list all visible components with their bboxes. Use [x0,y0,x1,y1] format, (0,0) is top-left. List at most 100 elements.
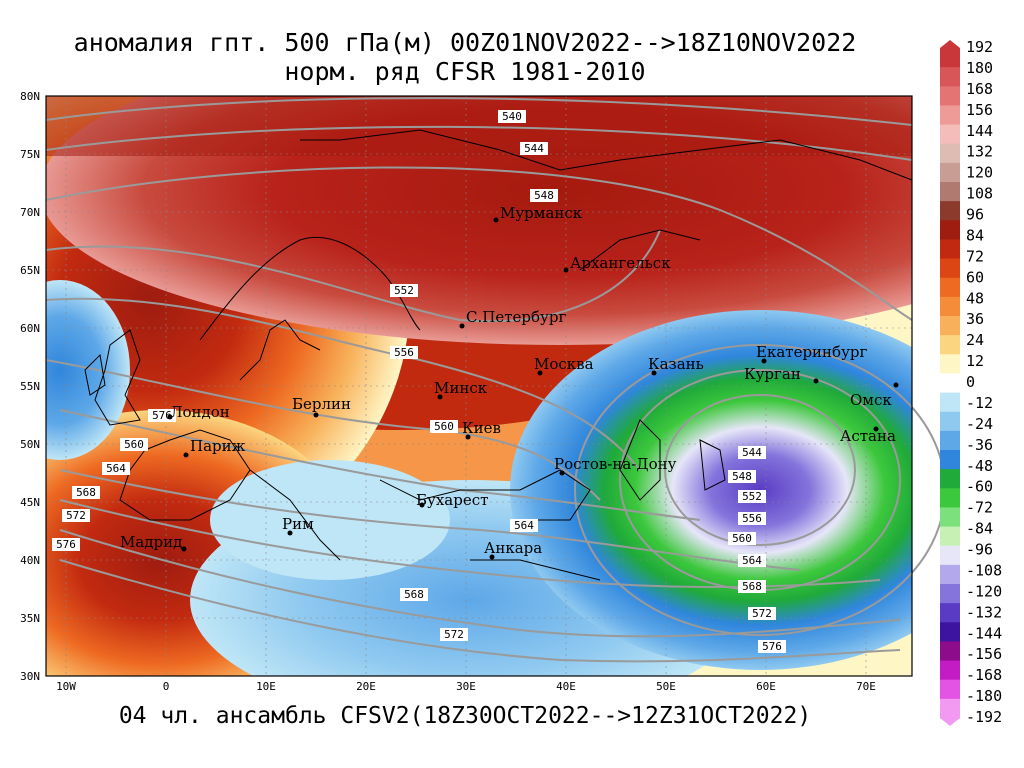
colorbar-label: -108 [966,561,1002,579]
city-marker: Лондон [167,403,230,421]
colorbar-swatch [940,67,960,87]
contour-label: 568 [738,580,766,593]
colorbar-label: 60 [966,268,984,286]
coastlines [84,129,913,581]
contour-label: 564 [738,554,766,567]
colorbar-swatch [940,603,960,623]
colorbar-swatch [940,105,960,126]
contour-label: 560 [120,438,148,451]
colorbar-label: -60 [966,478,993,496]
city-marker: Курган [744,365,819,384]
colorbar-label: 72 [966,247,984,265]
colorbar-label: -144 [966,624,1002,642]
city-marker: Омск [850,382,899,409]
contour-label: 552 [738,490,766,503]
svg-text:Минск: Минск [434,379,488,397]
city-marker: Киев [462,419,501,440]
longitude-label: 0 [163,680,170,693]
svg-text:556: 556 [742,512,762,525]
colorbar-swatch [940,679,960,700]
colorbar-swatch [940,469,960,489]
latitude-label: 35N [20,612,40,625]
svg-text:560: 560 [124,438,144,451]
colorbar-label: -168 [966,666,1002,684]
svg-text:Курган: Курган [744,365,801,383]
colorbar-swatch [940,450,960,470]
contour-label: 564 [102,462,130,475]
longitude-label: 40E [556,680,576,693]
longitude-label: 30E [456,680,476,693]
svg-text:572: 572 [66,509,86,522]
svg-text:572: 572 [444,628,464,641]
colorbar-swatch [940,86,960,106]
latitude-labels: 80N 75N 70N 65N 60N 55N 50N 45N 40N 35N 30N [20,90,40,683]
city-marker: Париж [183,437,246,458]
svg-text:548: 548 [534,189,554,202]
city-marker: Анкара [484,539,542,560]
svg-text:Киев: Киев [462,419,501,437]
colorbar-label: -96 [966,541,993,559]
colorbar-label: 96 [966,206,984,224]
colorbar-label: 24 [966,331,984,349]
svg-text:564: 564 [742,554,762,567]
svg-text:564: 564 [106,462,126,475]
plot-frame [45,95,913,677]
city-marker: Архангельск [563,254,671,273]
colorbar-label: 36 [966,310,984,328]
city-marker: С.Петербург [459,308,566,329]
colorbar-swatch [940,411,960,432]
city-marker: Бухарест [416,491,488,509]
latitude-label: 55N [20,380,40,393]
latitude-label: 50N [20,438,40,451]
colorbar-swatch [940,162,960,183]
colorbar-label: -156 [966,645,1002,663]
colorbar-swatch [940,660,960,681]
svg-text:Бухарест: Бухарест [416,491,488,509]
colorbar-swatch [940,430,960,451]
svg-text:Рим: Рим [282,515,314,533]
latitude-label: 65N [20,264,40,277]
contour-label: 552 [390,284,418,297]
colorbar-swatch [940,526,960,547]
city-marker: Екатеринбург [756,343,867,364]
colorbar-swatch [940,584,960,604]
colorbar-swatch [940,373,960,394]
contour-value-labels: 540 544 548 552 556 560 564 568 572 576 544 548 552 5… [52,110,786,653]
city-marker: Мурманск [493,204,583,223]
colorbar-label: 12 [966,352,984,370]
colorbar-label: 144 [966,122,993,140]
colorbar-label: 84 [966,226,984,244]
colorbar-swatch [940,641,960,662]
svg-text:548: 548 [732,470,752,483]
svg-text:Ростов-на-Дону: Ростов-на-Дону [554,455,677,473]
colorbar-swatch [940,354,960,374]
svg-text:560: 560 [434,420,454,433]
longitude-label: 70E [856,680,876,693]
svg-text:Берлин: Берлин [292,395,351,413]
colorbar-swatch [940,392,960,413]
longitude-labels: 10W 0 10E 20E 30E 40E 50E 60E 70E [56,680,876,693]
longitude-label: 60E [756,680,776,693]
colorbar-label: -120 [966,582,1002,600]
colorbar-swatch [940,239,960,260]
colorbar-swatch [940,220,960,240]
colorbar-label: -72 [966,499,993,517]
svg-text:Омск: Омск [850,391,892,409]
svg-text:Астана: Астана [840,427,896,445]
svg-text:556: 556 [394,346,414,359]
svg-text:568: 568 [76,486,96,499]
latitude-label: 45N [20,496,40,509]
latitude-label: 70N [20,206,40,219]
svg-text:564: 564 [514,519,534,532]
svg-text:544: 544 [742,446,762,459]
svg-text:Архангельск: Архангельск [570,254,671,272]
colorbar-swatch [940,277,960,298]
colorbar-label: 156 [966,101,993,119]
longitude-label: 10W [56,680,76,693]
colorbar-label: -180 [966,687,1002,705]
longitude-label: 20E [356,680,376,693]
colorbar-label: 180 [966,59,993,77]
contour-label: 548 [728,470,756,483]
colorbar-label: -48 [966,457,993,475]
city-marker: Минск [434,379,488,400]
